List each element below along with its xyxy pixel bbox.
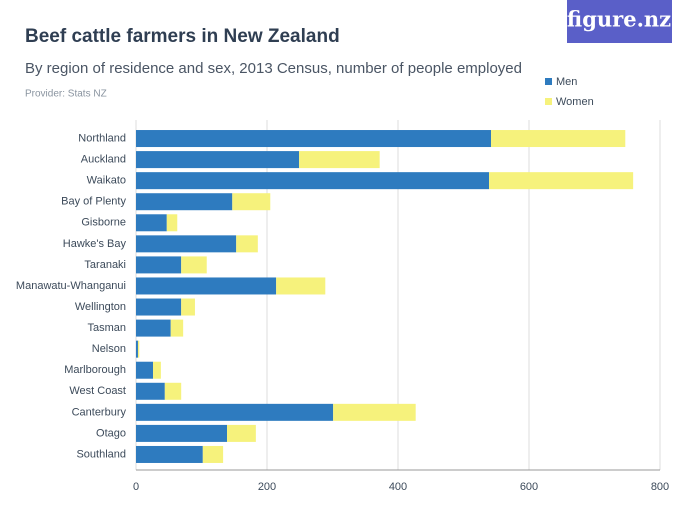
bar-segment [136,277,277,295]
provider: Provider: Stats NZ [25,89,107,100]
bar-segment [136,445,203,463]
y-tick-label: Wellington [75,301,126,313]
bar-segment [236,235,258,253]
bar-segment [136,256,182,274]
bar-segment [491,130,626,148]
bar-segment [489,172,634,190]
logo[interactable]: figure.nz [567,7,671,32]
bar-segment [136,172,490,190]
x-tick-label: 200 [258,481,276,493]
bar-segment [136,151,300,169]
bar-segment [136,319,171,337]
y-tick-label: Bay of Plenty [61,196,126,208]
legend-swatch [545,78,552,85]
y-tick-label: Canterbury [72,406,127,418]
y-tick-label: Taranaki [84,259,126,271]
bar-segment [136,361,154,379]
x-tick-label: 600 [520,481,538,493]
bar-segment [276,277,326,295]
bar-segment [136,235,237,253]
x-tick-label: 800 [651,481,669,493]
bar-segment [136,403,334,421]
y-tick-label: Waikato [87,175,126,187]
logo-box [567,0,672,43]
x-tick-label: 0 [133,481,139,493]
y-tick-label: Hawke's Bay [63,238,127,250]
bar-segment [170,319,184,337]
bar-segment [166,214,178,232]
bar-segment [136,193,233,211]
y-tick-label: Gisborne [81,217,126,229]
y-tick-label: Marlborough [64,364,126,376]
y-tick-label: West Coast [69,385,126,397]
bar-segment [181,256,207,274]
y-tick-label: Northland [78,132,126,144]
bar-segment [136,424,228,442]
bar-segment [137,340,140,358]
bar-segment [136,130,492,148]
legend-label: Men [556,76,577,88]
bar-segment [136,214,167,232]
bar-segment [153,361,161,379]
bar-segment [299,151,380,169]
y-tick-label: Tasman [87,322,126,334]
bar-segment [202,445,224,463]
y-tick-label: Nelson [92,343,126,355]
chart-title: Beef cattle farmers in New Zealand [25,26,340,47]
bar-segment [333,403,416,421]
y-tick-label: Auckland [81,154,126,166]
legend-swatch [545,98,552,105]
bar-segment [136,298,182,316]
bar-segment [181,298,195,316]
bar-segment [136,340,138,358]
y-tick-label: Otago [96,427,126,439]
x-tick-label: 400 [389,481,407,493]
bar-segment [136,382,165,400]
chart-subtitle: By region of residence and sex, 2013 Cen… [25,60,522,77]
y-tick-label: Southland [76,448,126,460]
bar-segment [232,193,271,211]
bar-segment [227,424,256,442]
y-tick-label: Manawatu-Whanganui [16,280,126,292]
legend-label: Women [556,96,594,108]
bar-segment [164,382,182,400]
